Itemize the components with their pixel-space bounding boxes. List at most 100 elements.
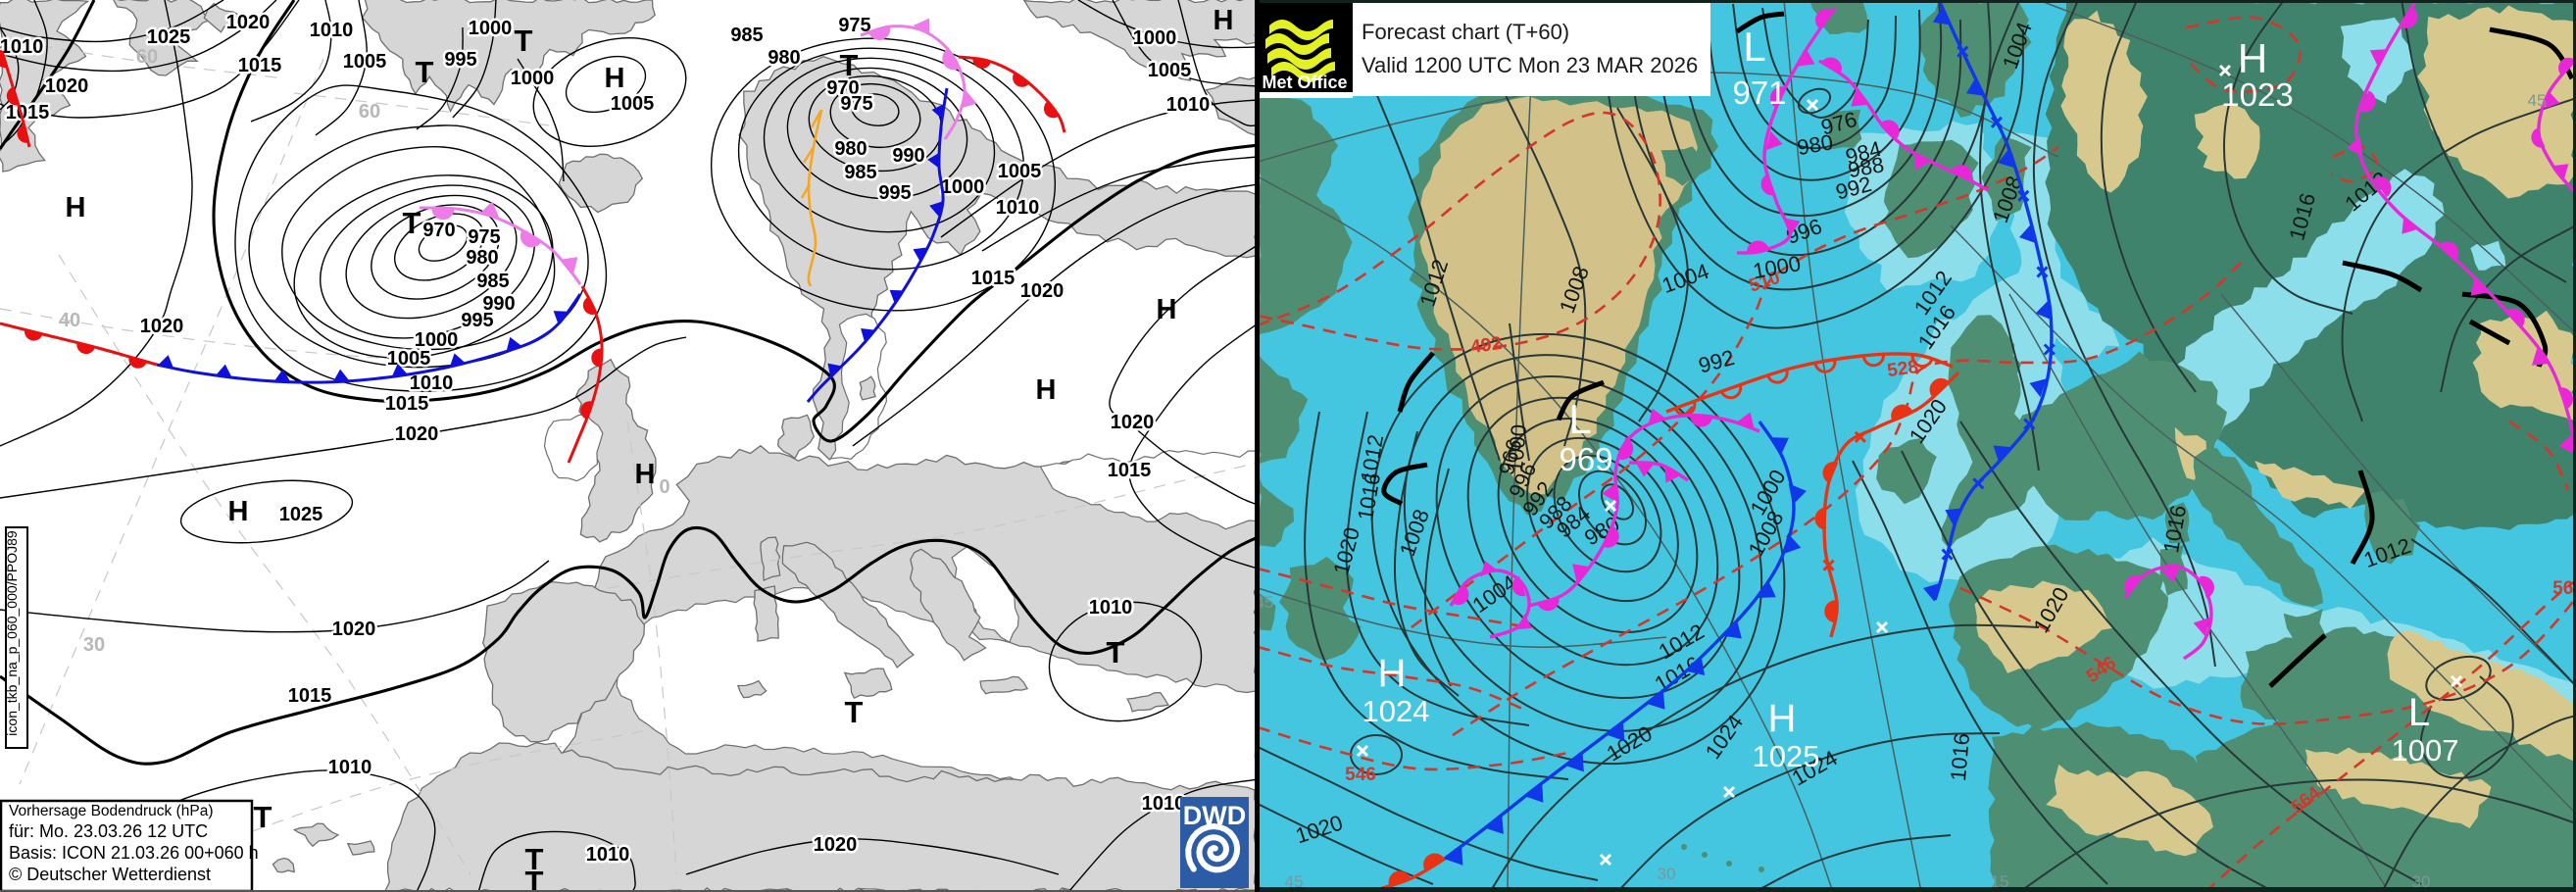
- svg-text:T: T: [845, 695, 864, 729]
- svg-text:975: 975: [840, 93, 872, 115]
- svg-text:Basis: ICON 21.03.26 00+060 h: Basis: ICON 21.03.26 00+060 h: [9, 843, 259, 863]
- svg-text:Vorhersage Bodendruck (hPa): Vorhersage Bodendruck (hPa): [9, 803, 214, 819]
- svg-text:T: T: [416, 55, 434, 89]
- svg-text:1023: 1023: [2221, 76, 2293, 113]
- svg-text:492: 492: [1469, 333, 1503, 358]
- svg-text:1020: 1020: [1020, 280, 1065, 302]
- svg-text:975: 975: [468, 226, 500, 248]
- svg-text:1005: 1005: [998, 161, 1042, 182]
- svg-text:1000: 1000: [1503, 423, 1531, 473]
- svg-text:1015: 1015: [385, 393, 429, 415]
- svg-text:1010: 1010: [1166, 94, 1211, 116]
- svg-text:990: 990: [892, 145, 924, 167]
- svg-text:L: L: [1568, 396, 1591, 442]
- svg-text:H: H: [228, 496, 249, 527]
- svg-text:40: 40: [59, 310, 80, 331]
- svg-text:H: H: [2238, 35, 2267, 81]
- svg-text:1000: 1000: [469, 18, 513, 39]
- svg-text:970: 970: [422, 220, 455, 241]
- svg-text:1015: 1015: [971, 268, 1016, 289]
- svg-text:985: 985: [730, 25, 763, 46]
- svg-text:1025: 1025: [279, 504, 323, 525]
- svg-text:45: 45: [1258, 593, 1273, 612]
- svg-text:H: H: [66, 192, 86, 223]
- svg-text:1005: 1005: [611, 93, 655, 115]
- svg-text:1005: 1005: [1148, 60, 1192, 81]
- svg-text:1005: 1005: [387, 348, 431, 370]
- svg-text:L: L: [1743, 24, 1765, 70]
- svg-text:L: L: [2408, 691, 2430, 734]
- svg-text:980: 980: [768, 47, 800, 69]
- svg-text:H: H: [1157, 294, 1177, 325]
- svg-text:980: 980: [834, 138, 867, 160]
- svg-text:60: 60: [359, 101, 380, 123]
- svg-text:969: 969: [1559, 441, 1612, 477]
- svg-text:H: H: [1214, 5, 1234, 36]
- svg-text:985: 985: [844, 162, 876, 183]
- svg-text:15: 15: [1991, 872, 2009, 891]
- svg-text:1010: 1010: [310, 20, 354, 41]
- svg-text:45: 45: [1285, 872, 1304, 891]
- svg-text:H: H: [605, 63, 625, 94]
- svg-text:T: T: [1107, 635, 1125, 669]
- svg-text:1020: 1020: [140, 316, 184, 337]
- svg-text:1005: 1005: [343, 51, 387, 73]
- svg-text:1000: 1000: [941, 176, 985, 198]
- svg-text:1025: 1025: [1753, 739, 1820, 773]
- svg-text:1010: 1010: [1142, 793, 1186, 815]
- svg-text:1000: 1000: [1133, 27, 1177, 49]
- svg-text:1024: 1024: [1362, 694, 1430, 728]
- svg-text:H: H: [635, 459, 656, 490]
- svg-text:Valid 1200 UTC Mon 23 MAR 2026: Valid 1200 UTC Mon 23 MAR 2026: [1362, 53, 1698, 77]
- svg-text:1015: 1015: [1108, 460, 1152, 481]
- svg-text:1020: 1020: [1111, 412, 1155, 433]
- svg-text:Met Office: Met Office: [1262, 73, 1347, 92]
- svg-text:995: 995: [878, 182, 911, 204]
- svg-text:1010: 1010: [586, 844, 630, 866]
- svg-text:971: 971: [1732, 74, 1786, 111]
- svg-text:T: T: [515, 24, 533, 58]
- svg-text:30: 30: [83, 634, 105, 656]
- svg-text:1010: 1010: [996, 197, 1040, 219]
- svg-text:546: 546: [1345, 765, 1376, 785]
- svg-text:1020: 1020: [332, 619, 376, 640]
- svg-text:1020: 1020: [226, 12, 271, 33]
- svg-text:T: T: [254, 800, 272, 834]
- svg-text:1020: 1020: [814, 834, 858, 856]
- svg-text:T: T: [840, 48, 859, 82]
- svg-text:0: 0: [659, 476, 669, 498]
- svg-text:564: 564: [2552, 578, 2576, 599]
- svg-text:1020: 1020: [395, 423, 439, 445]
- svg-text:60: 60: [136, 46, 158, 68]
- svg-text:1000: 1000: [415, 329, 459, 351]
- svg-text:990: 990: [482, 293, 515, 315]
- svg-text:Forecast chart (T+60): Forecast chart (T+60): [1362, 20, 1569, 44]
- svg-text:1010: 1010: [0, 36, 43, 58]
- svg-text:1010: 1010: [328, 757, 372, 778]
- svg-text:30: 30: [1658, 865, 1676, 883]
- svg-text:© Deutscher Wetterdienst: © Deutscher Wetterdienst: [9, 865, 211, 884]
- svg-text:995: 995: [444, 49, 476, 71]
- svg-text:1010: 1010: [410, 372, 454, 394]
- svg-text:1015: 1015: [238, 55, 282, 76]
- svg-text:1000: 1000: [511, 68, 555, 89]
- svg-text:1025: 1025: [147, 26, 191, 48]
- svg-text:45: 45: [2528, 91, 2547, 110]
- svg-text:1010: 1010: [1089, 597, 1133, 619]
- svg-text:H: H: [1768, 697, 1797, 740]
- svg-text:980: 980: [466, 247, 498, 269]
- svg-text:1020: 1020: [45, 75, 89, 97]
- svg-text:995: 995: [461, 310, 493, 331]
- svg-text:T: T: [525, 842, 544, 876]
- svg-text:1015: 1015: [6, 102, 50, 124]
- svg-text:1007: 1007: [2392, 733, 2459, 768]
- svg-text:icon_tkb_na_p_060_000/PPOJ89: icon_tkb_na_p_060_000/PPOJ89: [4, 530, 20, 736]
- svg-text:H: H: [1378, 652, 1407, 695]
- svg-text:1016: 1016: [1946, 732, 1974, 782]
- svg-text:T: T: [525, 865, 544, 892]
- svg-text:für: Mo. 23.03.26 12 UTC: für: Mo. 23.03.26 12 UTC: [9, 821, 208, 841]
- svg-text:985: 985: [476, 271, 509, 292]
- svg-text:970: 970: [826, 77, 859, 99]
- svg-text:30: 30: [2412, 872, 2431, 891]
- svg-text:H: H: [1036, 374, 1057, 406]
